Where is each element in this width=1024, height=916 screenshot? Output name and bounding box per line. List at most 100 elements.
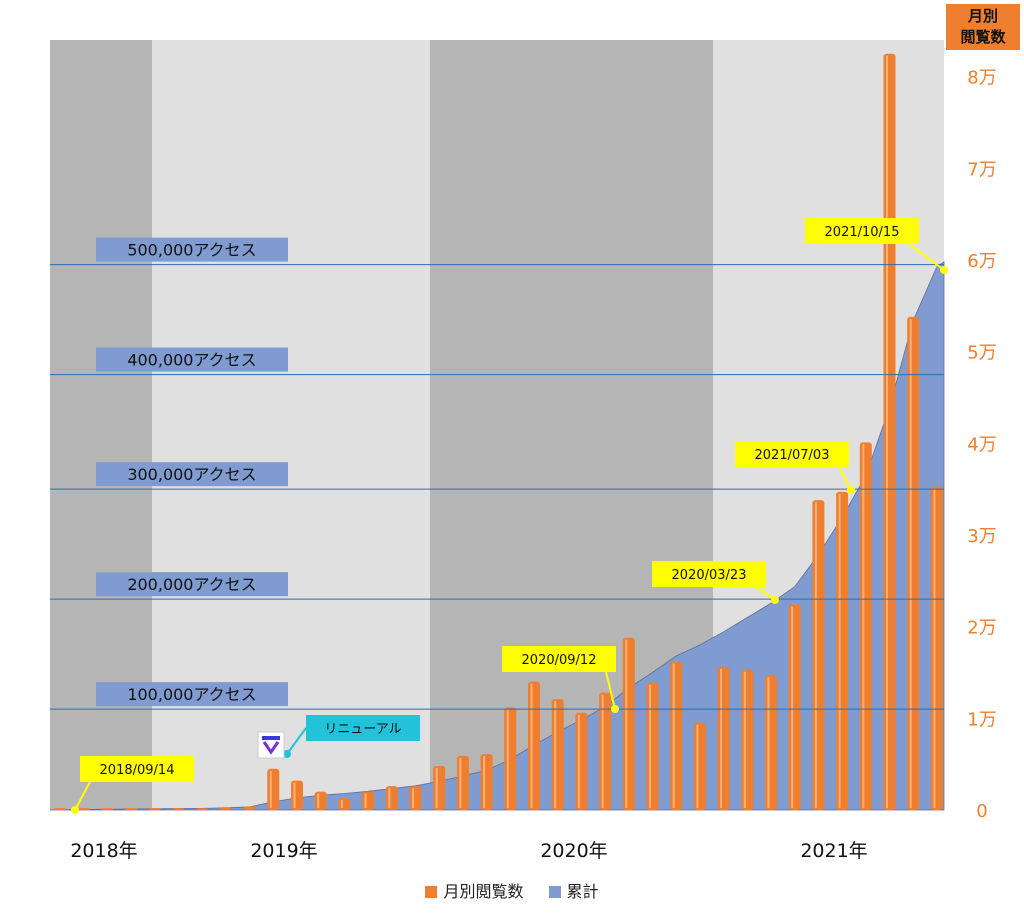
monthly-bar [670, 661, 683, 810]
monthly-bar [480, 754, 493, 810]
y-tick-label: 1万 [967, 709, 996, 730]
monthly-bar-highlight [293, 782, 296, 808]
monthly-bar [219, 807, 232, 810]
callout-label: 2018/09/14 [100, 763, 175, 778]
monthly-bar [812, 500, 825, 810]
monthly-bar-highlight [767, 677, 770, 808]
monthly-bar [693, 722, 706, 810]
monthly-bar [456, 755, 469, 810]
monthly-bar [859, 442, 872, 810]
y-tick-label: 2万 [967, 618, 996, 639]
year-label: 2019年 [250, 840, 317, 862]
monthly-bar [788, 604, 801, 810]
callout-box [735, 441, 849, 467]
callout-dot [611, 705, 619, 713]
site-logo-mark [262, 741, 280, 755]
y-tick-label: 7万 [967, 159, 996, 180]
y-tick-label: 5万 [967, 343, 996, 364]
callout-dot [847, 486, 855, 494]
y-tick-label: 3万 [967, 526, 996, 547]
monthly-bar [385, 786, 398, 810]
legend-swatch-monthly [425, 886, 438, 898]
callout-label: 2021/10/15 [825, 225, 900, 240]
access-label-box [96, 237, 288, 262]
legend-label-monthly: 月別閲覧数 [443, 882, 524, 901]
monthly-bar [362, 791, 375, 810]
access-label: 300,000アクセス [127, 465, 256, 484]
access-label: 200,000アクセス [127, 575, 256, 594]
callout-box [80, 756, 194, 782]
callout-pointer [605, 671, 616, 710]
monthly-bar-highlight [743, 671, 746, 808]
year-label: 2020年 [540, 840, 607, 862]
monthly-bar-highlight [672, 663, 675, 808]
callout-pointer [838, 466, 852, 491]
monthly-bar-highlight [814, 502, 817, 808]
site-logo-icon [257, 731, 285, 759]
monthly-bar [101, 808, 114, 810]
monthly-bar-highlight [317, 793, 320, 808]
monthly-bar [148, 808, 161, 810]
monthly-bar [172, 808, 185, 810]
monthly-bar [338, 798, 351, 810]
site-logo-bar [262, 736, 280, 740]
legend-label-cumulative: 累計 [566, 882, 599, 901]
monthly-bar-highlight [388, 788, 391, 808]
monthly-bar [196, 808, 209, 810]
monthly-bar [765, 675, 777, 810]
monthly-bar [504, 707, 517, 810]
callout-dot [771, 596, 779, 604]
monthly-bar [77, 808, 90, 810]
monthly-bar [883, 53, 896, 810]
monthly-bar-highlight [459, 757, 462, 808]
callout-pointer [74, 781, 91, 811]
monthly-bar-highlight [838, 493, 841, 808]
monthly-bar [646, 682, 659, 810]
monthly-bar [243, 806, 256, 810]
y-tick-label: 0 [976, 801, 987, 822]
callout-box [306, 715, 420, 741]
monthly-bar [409, 786, 422, 810]
callout-label: リニューアル [324, 722, 401, 737]
monthly-bar-highlight [886, 55, 888, 808]
right-axis-title: 月別 閲覧数 [946, 4, 1020, 50]
access-label-box [96, 462, 288, 487]
monthly-bar [267, 768, 280, 810]
access-label: 400,000アクセス [127, 351, 256, 370]
background-band [50, 40, 152, 810]
monthly-bar [291, 780, 303, 810]
monthly-bar-highlight [269, 770, 272, 808]
monthly-bar [599, 692, 612, 810]
callout-box [805, 218, 919, 244]
monthly-bar [314, 791, 327, 810]
y-tick-label: 6万 [967, 251, 996, 272]
callout-pointer [908, 243, 945, 271]
monthly-bar-highlight [933, 488, 936, 808]
monthly-bar [930, 486, 943, 810]
monthly-bar-highlight [340, 800, 343, 808]
monthly-bar [551, 699, 564, 810]
monthly-bar-highlight [412, 788, 414, 808]
legend-item-cumulative: 累計 [548, 878, 599, 902]
background-band [152, 40, 430, 810]
callout-label: 2020/09/12 [522, 653, 597, 668]
callout-label: 2021/07/03 [755, 448, 830, 463]
year-label: 2018年 [70, 840, 137, 862]
monthly-bar-highlight [530, 683, 533, 808]
monthly-bar-highlight [649, 684, 651, 808]
monthly-bar-highlight [625, 639, 628, 808]
monthly-bar-highlight [483, 756, 486, 808]
monthly-bar [741, 669, 754, 810]
legend-item-monthly: 月別閲覧数 [425, 878, 523, 902]
callout-dot [71, 806, 79, 814]
monthly-bar [622, 637, 635, 810]
monthly-bar [54, 808, 66, 810]
callout-pointer [286, 727, 307, 755]
access-label: 100,000アクセス [127, 685, 256, 704]
monthly-bar [907, 316, 920, 810]
callout-box [652, 561, 766, 587]
monthly-bar-highlight [791, 606, 794, 808]
callout-label: 2020/03/23 [672, 568, 747, 583]
monthly-bar-highlight [554, 701, 557, 808]
